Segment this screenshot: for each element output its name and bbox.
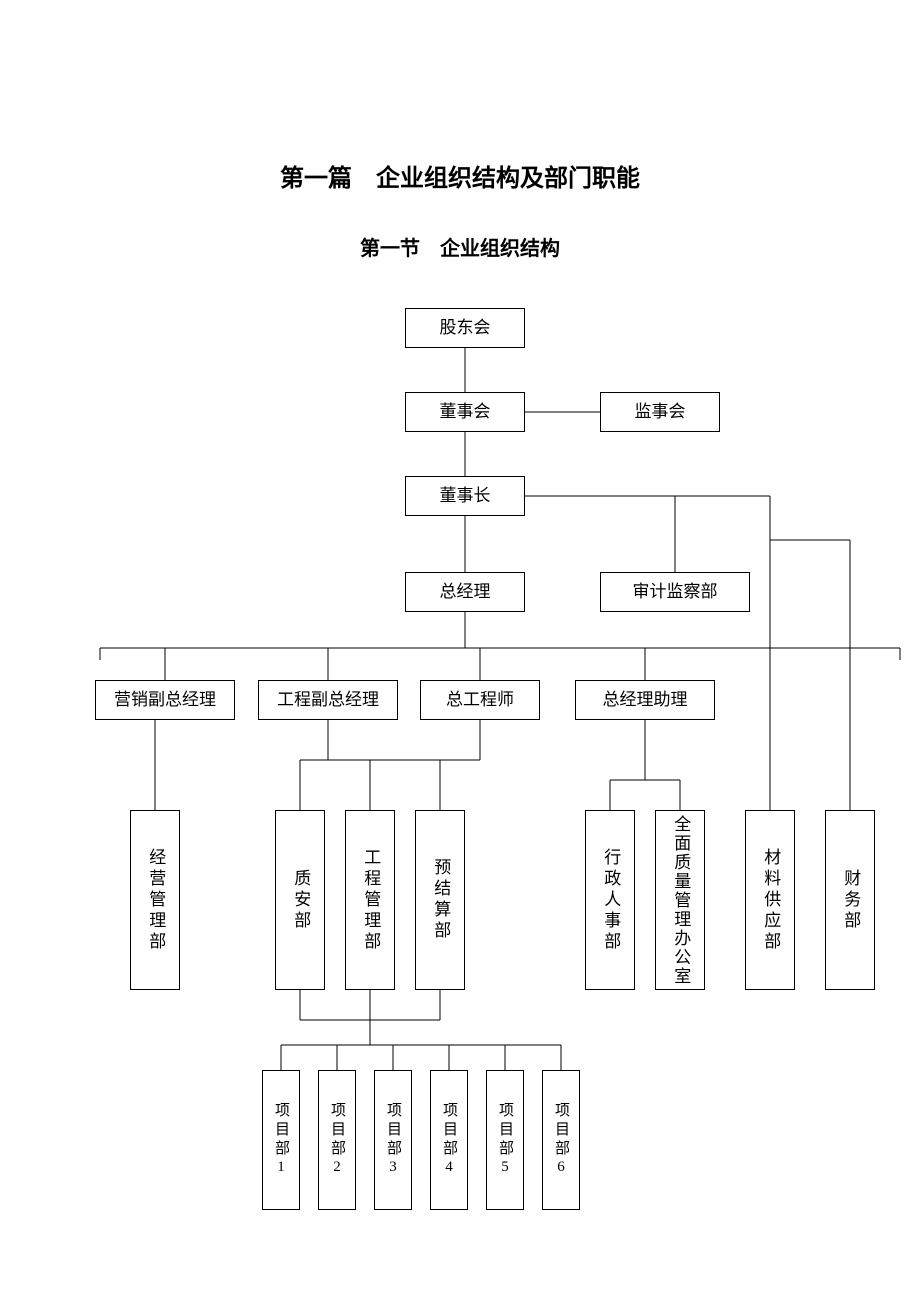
project-p4: 项目部4 <box>430 1070 468 1210</box>
project-p6: 项目部6 <box>542 1070 580 1210</box>
project-p2: 项目部2 <box>318 1070 356 1210</box>
dept-xingzhengrenshi: 行政人事部 <box>585 810 635 990</box>
section-title: 第一节 企业组织结构 <box>0 232 920 261</box>
dept-jingying: 经营管理部 <box>130 810 180 990</box>
node-jianshihui: 监事会 <box>600 392 720 432</box>
dept-zhian: 质安部 <box>275 810 325 990</box>
node-gongchengfu: 工程副总经理 <box>258 680 398 720</box>
node-shenjijianchabu: 审计监察部 <box>600 572 750 612</box>
node-gudonghui: 股东会 <box>405 308 525 348</box>
node-dongshizhang: 董事长 <box>405 476 525 516</box>
dept-gongchengguanli: 工程管理部 <box>345 810 395 990</box>
project-p3: 项目部3 <box>374 1070 412 1210</box>
dept-quanmianzhiliang: 全面质量管理办公室 <box>655 810 705 990</box>
page-title: 第一篇 企业组织结构及部门职能 <box>0 158 920 193</box>
node-zongjinglizhuLi: 总经理助理 <box>575 680 715 720</box>
project-p5: 项目部5 <box>486 1070 524 1210</box>
node-yingxiaofu: 营销副总经理 <box>95 680 235 720</box>
project-p1: 项目部1 <box>262 1070 300 1210</box>
node-zongjingli: 总经理 <box>405 572 525 612</box>
dept-cailiaogongying: 材料供应部 <box>745 810 795 990</box>
node-zonggongchengshi: 总工程师 <box>420 680 540 720</box>
dept-caiwu: 财务部 <box>825 810 875 990</box>
dept-yujiesuan: 预结算部 <box>415 810 465 990</box>
node-dongshihui: 董事会 <box>405 392 525 432</box>
org-chart-page: 第一篇 企业组织结构及部门职能 第一节 企业组织结构 股东会董事会 监事会董事长总… <box>0 0 920 1302</box>
